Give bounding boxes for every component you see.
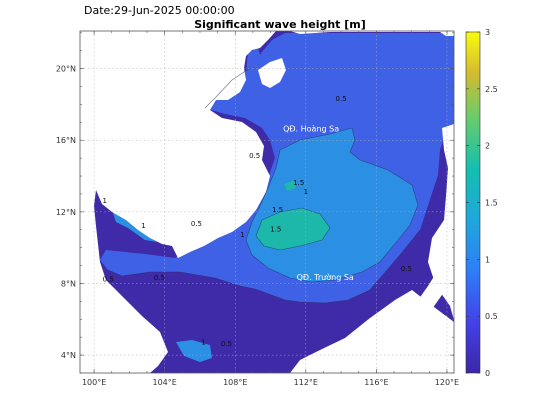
region-label: QĐ. Trường Sa [297, 272, 354, 282]
lon-tick-label: 104°E [153, 378, 177, 387]
contour-label: 0.5 [221, 340, 232, 348]
contour-lines [107, 67, 421, 304]
map-area: 11.51.51.510.50.50.50.50.5 0.51 0.511 QĐ. … [80, 31, 454, 373]
lon-tick-label: 108°E [223, 378, 247, 387]
land-masses [80, 31, 454, 373]
colorbar-tick-label: 0 [485, 369, 490, 378]
land-sumatra [80, 330, 132, 373]
contour-1 [245, 127, 419, 283]
lat-tick-label: 4°N [61, 351, 76, 360]
land-china-coast [290, 31, 454, 36]
region-label: QĐ. Hoàng Sa [283, 124, 339, 133]
contour-label: 0.5 [103, 276, 114, 284]
frame-ticks [80, 31, 454, 374]
lat-tick-label: 16°N [56, 136, 76, 145]
date-label: Date:29-Jun-2025 00:00:00 [84, 4, 235, 17]
contour-label: 1 [240, 231, 244, 239]
contour-label: 1 [102, 197, 106, 205]
contour-label: 1.5 [272, 206, 283, 214]
colorbar: 3 2.5 2 1.5 1 0.5 0 [465, 28, 498, 378]
land-hainan [258, 58, 286, 88]
contour-1.5 [255, 207, 331, 251]
sea-level-1-1.5-south [176, 340, 212, 362]
contour-label: 1 [304, 188, 308, 196]
lon-tick-label: 116°E [364, 378, 388, 387]
lat-tick-label: 20°N [56, 65, 76, 74]
colorbar-tick-label: 2 [485, 142, 490, 151]
grid-lines [80, 31, 454, 373]
colorbar-ticks: 3 2.5 2 1.5 1 0.5 0 [466, 28, 498, 378]
contour-label: 0.5 [401, 265, 412, 273]
colorbar-tick-label: 1 [485, 255, 490, 264]
contour-label: 1.5 [293, 179, 304, 187]
colorbar-tick-label: 0.5 [485, 312, 498, 321]
land-mainland [80, 31, 276, 373]
contour-label: 0.5 [249, 152, 260, 160]
contour-label: 1 [201, 338, 205, 346]
contour-0.5 [107, 67, 421, 304]
colorbar-tick-label: 1.5 [485, 199, 498, 208]
lat-tick-label: 12°N [56, 208, 76, 217]
land-palawan [418, 262, 452, 312]
lat-tick-label: 8°N [61, 279, 76, 288]
contour-label: 0.5 [191, 220, 202, 228]
map-title: Significant wave height [m] [194, 18, 366, 31]
map-frame [79, 30, 455, 374]
contour-label: 1.5 [270, 226, 281, 234]
land-borneo [290, 290, 454, 373]
colorbar-tick-label: 2.5 [485, 85, 498, 94]
sea-level-1.5-2-small [284, 180, 296, 191]
sea-level-1.5-2 [256, 208, 330, 250]
contour-label-layer: 11.51.51.510.50.50.50.50.5 0.51 0.511 [102, 95, 411, 348]
sea-level-0.5-1-gulf [246, 48, 262, 78]
colorbar-tick-label: 3 [485, 28, 490, 37]
axis-labels: 100°E 104°E 108°E 112°E 116°E 120°E 20°N 16°N 12… [56, 65, 459, 387]
contour-label: 0.5 [154, 274, 165, 282]
lon-tick-label: 120°E [435, 378, 459, 387]
contour-label: 1 [141, 222, 145, 230]
lon-tick-label: 112°E [294, 378, 318, 387]
region-label-layer: QĐ. Hoàng Sa QĐ. Trường Sa [283, 124, 354, 282]
contour-label: 0.5 [336, 95, 347, 103]
lon-tick-label: 100°E [82, 378, 106, 387]
